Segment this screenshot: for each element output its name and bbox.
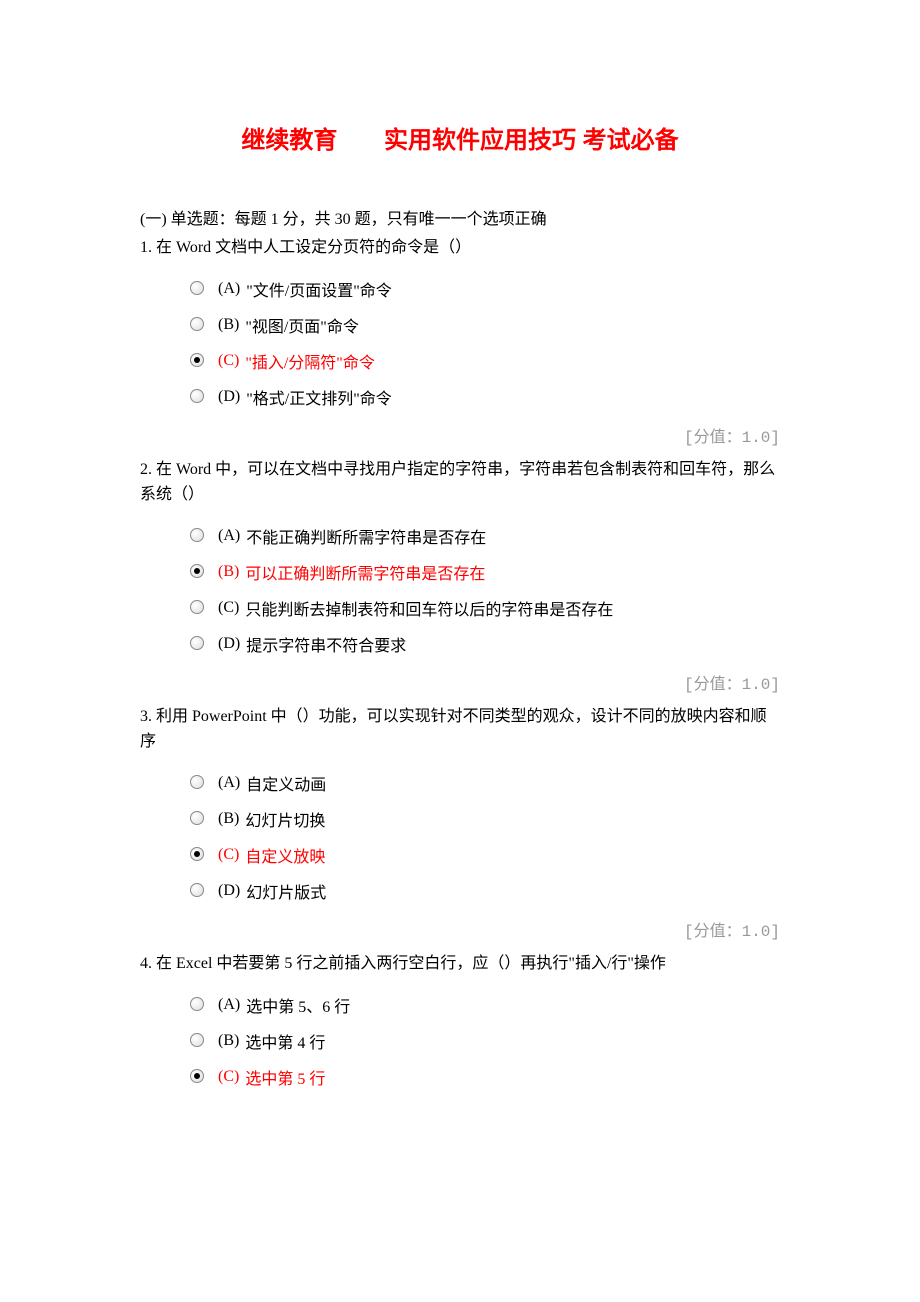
title-part-2: 实用软件应用技巧 考试必备 xyxy=(384,127,679,154)
option-label: (C) xyxy=(218,352,239,370)
radio-button-icon[interactable] xyxy=(190,317,204,331)
question: 4. 在 Excel 中若要第 5 行之前插入两行空白行，应（）再执行"插入/行… xyxy=(140,951,780,1089)
option-label: (A) xyxy=(218,996,240,1014)
question-text: 4. 在 Excel 中若要第 5 行之前插入两行空白行，应（）再执行"插入/行… xyxy=(140,951,780,977)
radio-button-icon[interactable] xyxy=(190,600,204,614)
option-text: 选中第 5 行 xyxy=(245,1065,325,1089)
option-label: (C) xyxy=(218,846,239,864)
option-row: (B) 可以正确判断所需字符串是否存在 xyxy=(190,560,780,584)
option-text: 幻灯片版式 xyxy=(246,879,326,903)
option-label: (A) xyxy=(218,280,240,298)
option-row: (C) 只能判断去掉制表符和回车符以后的字符串是否存在 xyxy=(190,596,780,620)
radio-button-icon[interactable] xyxy=(190,775,204,789)
option-text: 选中第 4 行 xyxy=(245,1029,325,1053)
option-text: "插入/分隔符"命令 xyxy=(245,349,375,373)
option-row: (A) 不能正确判断所需字符串是否存在 xyxy=(190,524,780,548)
option-text: "格式/正文排列"命令 xyxy=(246,385,392,409)
option-label: (B) xyxy=(218,810,239,828)
radio-button-icon[interactable] xyxy=(190,1033,204,1047)
option-text: 选中第 5、6 行 xyxy=(246,993,350,1017)
option-row: (A) 自定义动画 xyxy=(190,771,780,795)
option-row: (D) 幻灯片版式 xyxy=(190,879,780,903)
radio-button-icon[interactable] xyxy=(190,389,204,403)
option-label: (A) xyxy=(218,527,240,545)
option-text: 可以正确判断所需字符串是否存在 xyxy=(245,560,485,584)
option-row: (B) 选中第 4 行 xyxy=(190,1029,780,1053)
score-label: [分值：1.0] xyxy=(140,917,780,941)
option-label: (B) xyxy=(218,1032,239,1050)
page-title: 继续教育 实用软件应用技巧 考试必备 xyxy=(140,120,780,155)
score-label: [分值：1.0] xyxy=(140,670,780,694)
option-row: (C) 自定义放映 xyxy=(190,843,780,867)
radio-button-icon[interactable] xyxy=(190,564,204,578)
question-text: 2. 在 Word 中，可以在文档中寻找用户指定的字符串，字符串若包含制表符和回… xyxy=(140,457,780,508)
exam-page: 继续教育 实用软件应用技巧 考试必备 (一) 单选题：每题 1 分，共 30 题… xyxy=(0,0,920,1161)
question-text: 1. 在 Word 文档中人工设定分页符的命令是（） xyxy=(140,235,780,261)
option-text: 自定义动画 xyxy=(246,771,326,795)
option-row: (A) "文件/页面设置"命令 xyxy=(190,277,780,301)
options-list: (A) 选中第 5、6 行 (B) 选中第 4 行 (C) 选中第 5 行 xyxy=(190,993,780,1089)
option-row: (D) "格式/正文排列"命令 xyxy=(190,385,780,409)
option-row: (A) 选中第 5、6 行 xyxy=(190,993,780,1017)
question: 1. 在 Word 文档中人工设定分页符的命令是（） (A) "文件/页面设置"命令… xyxy=(140,235,780,447)
option-text: 幻灯片切换 xyxy=(245,807,325,831)
options-list: (A) 自定义动画 (B) 幻灯片切换 (C) 自定义放映 (D) 幻灯片版式 xyxy=(190,771,780,903)
option-row: (C) "插入/分隔符"命令 xyxy=(190,349,780,373)
question: 2. 在 Word 中，可以在文档中寻找用户指定的字符串，字符串若包含制表符和回… xyxy=(140,457,780,694)
question-text: 3. 利用 PowerPoint 中（）功能，可以实现针对不同类型的观众，设计不… xyxy=(140,704,780,755)
option-label: (D) xyxy=(218,882,240,900)
option-text: "文件/页面设置"命令 xyxy=(246,277,392,301)
option-label: (D) xyxy=(218,635,240,653)
section-header: (一) 单选题：每题 1 分，共 30 题，只有唯一一个选项正确 xyxy=(140,205,780,229)
title-part-1: 继续教育 xyxy=(241,127,337,154)
option-label: (A) xyxy=(218,774,240,792)
options-list: (A)"文件/页面设置"命令(B)"视图/页面"命令(C)"插入/分隔符"命令(… xyxy=(190,277,780,409)
radio-button-icon[interactable] xyxy=(190,353,204,367)
option-label: (C) xyxy=(218,1068,239,1086)
options-list: (A) 不能正确判断所需字符串是否存在 (B) 可以正确判断所需字符串是否存在 (C) 只… xyxy=(190,524,780,656)
option-text: 不能正确判断所需字符串是否存在 xyxy=(246,524,486,548)
option-text: 提示字符串不符合要求 xyxy=(246,632,406,656)
radio-button-icon[interactable] xyxy=(190,811,204,825)
radio-button-icon[interactable] xyxy=(190,528,204,542)
option-label: (B) xyxy=(218,316,239,334)
score-label: [分值：1.0] xyxy=(140,423,780,447)
questions-container: 1. 在 Word 文档中人工设定分页符的命令是（） (A) "文件/页面设置"命令… xyxy=(140,235,780,1089)
radio-button-icon[interactable] xyxy=(190,636,204,650)
question: 3. 利用 PowerPoint 中（）功能，可以实现针对不同类型的观众，设计不… xyxy=(140,704,780,941)
option-label: (D) xyxy=(218,388,240,406)
option-row: (C) 选中第 5 行 xyxy=(190,1065,780,1089)
option-label: (B) xyxy=(218,563,239,581)
option-row: (B) "视图/页面"命令 xyxy=(190,313,780,337)
radio-button-icon[interactable] xyxy=(190,883,204,897)
option-row: (B) 幻灯片切换 xyxy=(190,807,780,831)
radio-button-icon[interactable] xyxy=(190,1069,204,1083)
option-text: 只能判断去掉制表符和回车符以后的字符串是否存在 xyxy=(245,596,613,620)
option-row: (D) 提示字符串不符合要求 xyxy=(190,632,780,656)
radio-button-icon[interactable] xyxy=(190,997,204,1011)
option-label: (C) xyxy=(218,599,239,617)
option-text: 自定义放映 xyxy=(245,843,325,867)
radio-button-icon[interactable] xyxy=(190,281,204,295)
radio-button-icon[interactable] xyxy=(190,847,204,861)
option-text: "视图/页面"命令 xyxy=(245,313,359,337)
